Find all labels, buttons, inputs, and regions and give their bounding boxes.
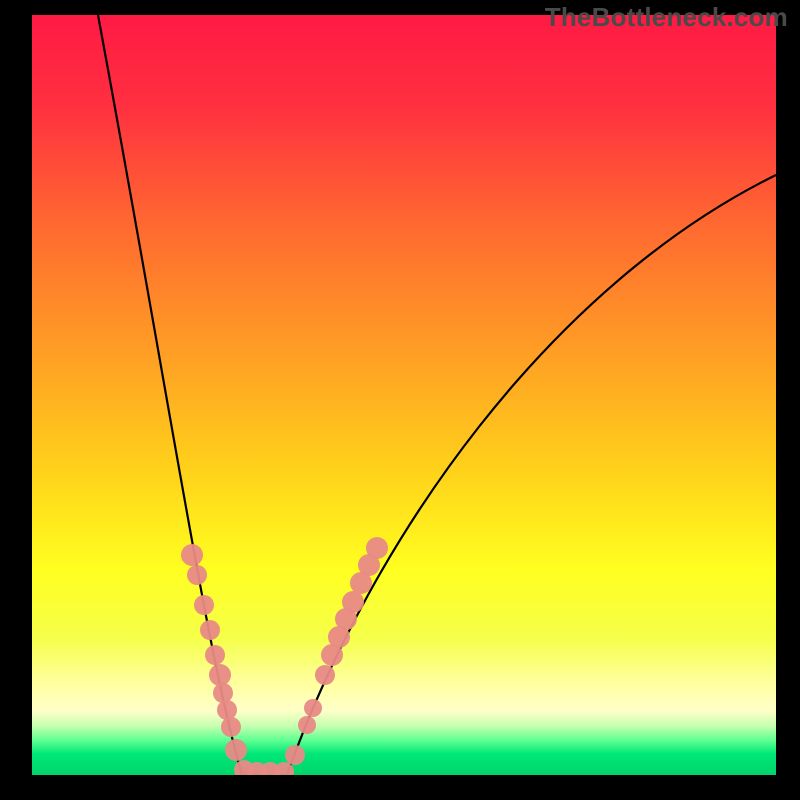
bottleneck-curve	[98, 15, 776, 775]
data-point	[205, 645, 225, 665]
data-point	[221, 717, 241, 737]
plot-frame	[32, 15, 776, 775]
data-point	[194, 595, 214, 615]
data-point	[304, 699, 322, 717]
data-point	[200, 620, 220, 640]
data-point	[298, 716, 316, 734]
data-point	[225, 739, 247, 761]
data-point	[315, 665, 335, 685]
watermark-text: TheBottleneck.com	[545, 2, 788, 33]
data-point	[209, 664, 231, 686]
data-point	[187, 565, 207, 585]
data-point	[342, 591, 364, 613]
data-point	[213, 683, 233, 703]
plot-svg	[32, 15, 776, 775]
data-point	[181, 544, 203, 566]
data-point	[217, 700, 237, 720]
data-point	[285, 745, 305, 765]
data-point	[366, 537, 388, 559]
